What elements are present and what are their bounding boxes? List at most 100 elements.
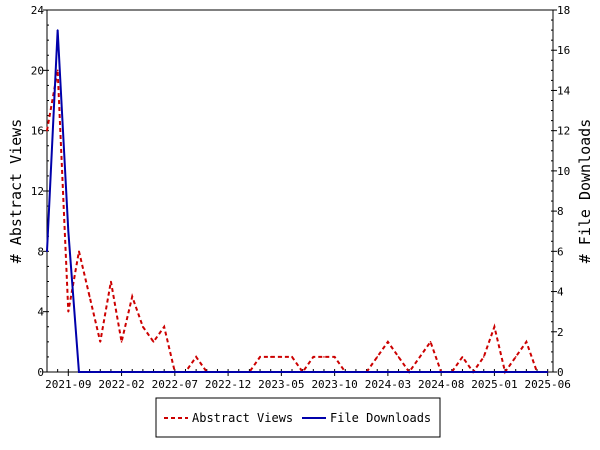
data-point-abstract-views xyxy=(152,341,155,343)
data-point-abstract-views xyxy=(110,280,112,283)
data-point-abstract-views xyxy=(493,325,496,328)
series-layer xyxy=(46,29,549,375)
data-point-file-downloads xyxy=(227,371,229,373)
data-point-file-downloads xyxy=(472,371,474,373)
y-left-tick-label: 8 xyxy=(37,245,44,258)
data-point-file-downloads xyxy=(514,371,517,373)
data-point-abstract-views xyxy=(525,341,528,343)
data-point-file-downloads xyxy=(429,371,432,373)
data-point-abstract-views xyxy=(312,356,315,358)
data-point-abstract-views xyxy=(99,341,102,343)
y-right-tick-label: 16 xyxy=(557,44,570,57)
data-point-file-downloads xyxy=(248,371,251,373)
data-point-file-downloads xyxy=(259,371,261,373)
data-point-file-downloads xyxy=(344,371,347,373)
data-point-abstract-views xyxy=(56,69,59,72)
data-point-file-downloads xyxy=(291,371,293,373)
data-point-file-downloads xyxy=(67,230,70,233)
data-point-abstract-views xyxy=(333,356,336,358)
data-point-file-downloads xyxy=(152,371,155,373)
data-point-file-downloads xyxy=(323,371,325,373)
data-point-abstract-views xyxy=(163,325,165,328)
y-right-axis: 0 2 4 6 8 10 12 14 16 18 xyxy=(551,4,571,379)
data-point-file-downloads xyxy=(99,371,102,373)
data-point-file-downloads xyxy=(142,371,144,373)
data-point-file-downloads xyxy=(110,371,112,373)
data-point-abstract-views xyxy=(280,356,283,358)
x-tick-label: 2022-12 xyxy=(205,378,251,391)
data-point-file-downloads xyxy=(237,371,240,373)
data-point-abstract-views xyxy=(429,341,432,343)
data-point-file-downloads xyxy=(440,371,442,373)
data-point-abstract-views xyxy=(46,129,48,132)
data-point-file-downloads xyxy=(301,371,304,373)
legend: Abstract Views File Downloads xyxy=(155,397,441,438)
y-right-tick-label: 0 xyxy=(557,366,564,379)
data-point-file-downloads xyxy=(120,371,123,373)
data-point-file-downloads xyxy=(419,371,421,373)
x-tick-label: 2024-08 xyxy=(418,378,464,391)
data-point-file-downloads xyxy=(355,371,357,373)
data-point-file-downloads xyxy=(408,371,410,373)
y-left-tick-label: 12 xyxy=(31,185,44,198)
y-left-tick-label: 16 xyxy=(31,125,44,138)
x-tick-label: 2025-06 xyxy=(524,378,570,391)
y-right-tick-label: 18 xyxy=(557,4,570,17)
data-point-file-downloads xyxy=(493,371,496,373)
data-point-file-downloads xyxy=(525,371,528,373)
data-point-abstract-views xyxy=(461,356,464,358)
data-point-abstract-views xyxy=(482,356,485,358)
data-point-abstract-views xyxy=(323,356,325,358)
x-tick-label: 2024-03 xyxy=(365,378,411,391)
data-point-abstract-views xyxy=(78,250,80,253)
x-tick-label: 2023-10 xyxy=(311,378,357,391)
data-point-file-downloads xyxy=(365,371,368,373)
data-point-file-downloads xyxy=(451,371,453,373)
y-right-tick-label: 4 xyxy=(557,286,564,299)
data-point-file-downloads xyxy=(280,371,283,373)
data-point-file-downloads xyxy=(163,371,165,373)
data-point-abstract-views xyxy=(376,356,379,358)
data-point-abstract-views xyxy=(514,356,517,358)
data-point-file-downloads xyxy=(376,371,379,373)
y-left-axis: 0 4 8 12 16 20 24 xyxy=(31,4,49,379)
y-left-axis-title: # Abstract Views xyxy=(7,119,25,264)
y-left-tick-label: 4 xyxy=(37,306,44,319)
legend-box xyxy=(155,397,441,438)
y-left-tick-label: 20 xyxy=(31,64,44,77)
data-point-file-downloads xyxy=(333,371,336,373)
data-point-file-downloads xyxy=(88,371,91,373)
data-point-file-downloads xyxy=(174,371,176,373)
data-point-file-downloads xyxy=(184,371,187,373)
data-point-file-downloads xyxy=(195,371,197,373)
data-point-file-downloads xyxy=(46,250,48,253)
data-point-file-downloads xyxy=(397,371,400,373)
data-point-abstract-views xyxy=(120,341,123,343)
series-line-abstract-views xyxy=(46,70,548,375)
data-point-abstract-views xyxy=(142,325,144,328)
data-point-file-downloads xyxy=(269,371,272,373)
y-right-tick-label: 10 xyxy=(557,165,570,178)
data-point-abstract-views xyxy=(195,356,197,358)
data-point-file-downloads xyxy=(131,371,134,373)
data-point-file-downloads xyxy=(205,371,208,373)
data-point-abstract-views xyxy=(67,310,70,313)
x-tick-label: 2022-07 xyxy=(152,378,198,391)
series-line-file-downloads xyxy=(46,30,548,373)
data-point-file-downloads xyxy=(482,371,485,373)
data-point-file-downloads xyxy=(536,371,538,373)
data-point-abstract-views xyxy=(269,356,272,358)
y-left-tick-label: 24 xyxy=(31,4,45,17)
data-point-file-downloads xyxy=(504,371,506,373)
x-tick-label: 2021-09 xyxy=(45,378,91,391)
data-point-file-downloads xyxy=(546,371,549,373)
legend-label-file-downloads: File Downloads xyxy=(330,411,431,425)
x-tick-label: 2023-05 xyxy=(258,378,304,391)
x-tick-label: 2025-01 xyxy=(471,378,517,391)
data-point-abstract-views xyxy=(88,295,91,298)
data-point-file-downloads xyxy=(461,371,464,373)
data-point-abstract-views xyxy=(291,356,293,358)
data-point-abstract-views xyxy=(397,356,400,358)
